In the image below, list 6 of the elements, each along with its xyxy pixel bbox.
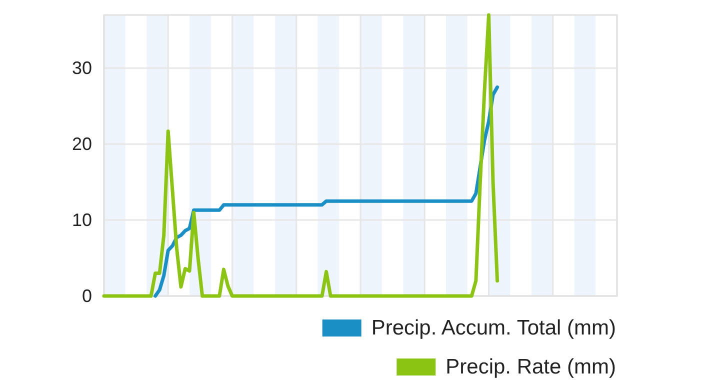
y-tick-label: 20: [72, 134, 92, 154]
y-tick-label: 30: [72, 58, 92, 78]
legend-label: Precip. Rate (mm): [446, 356, 616, 378]
y-tick-label: 0: [82, 286, 92, 306]
y-tick-label: 10: [72, 210, 92, 230]
legend-label: Precip. Accum. Total (mm): [371, 316, 616, 340]
